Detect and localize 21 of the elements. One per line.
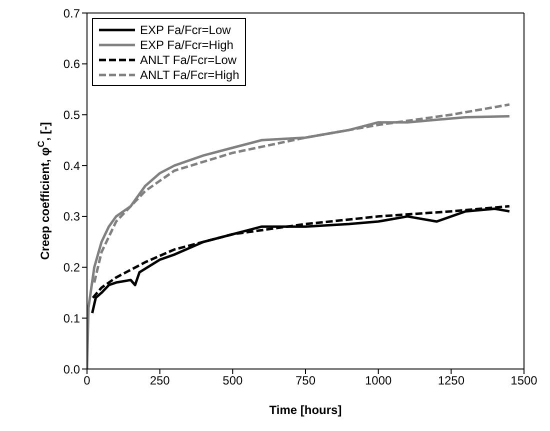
y-tick-label: 0.6 [63, 57, 80, 72]
legend-label: ANLT Fa/Fcr=Low [140, 52, 237, 66]
y-tick-label: 0.1 [63, 311, 80, 326]
x-tick-label: 1500 [510, 374, 538, 388]
y-tick-label: 0.3 [63, 210, 80, 224]
legend-label: ANLT Fa/Fcr=High [140, 68, 240, 82]
x-axis-title: Time [hours] [269, 403, 342, 417]
y-tick-label: 0.5 [63, 108, 80, 122]
legend-label: EXP Fa/Fcr=Low [140, 22, 231, 36]
y-tick-label: 0.2 [63, 260, 80, 275]
x-tick-label: 500 [222, 374, 243, 388]
y-tick-label: 0.0 [63, 362, 80, 376]
y-tick-label: 0.4 [63, 158, 80, 173]
y-tick-label: 0.7 [63, 6, 80, 20]
x-tick-label: 750 [295, 374, 316, 388]
x-tick-label: 1250 [438, 374, 465, 388]
x-tick-label: 250 [150, 374, 170, 388]
legend-label: EXP Fa/Fcr=High [140, 38, 234, 52]
x-tick-label: 1000 [364, 374, 392, 388]
line-series [90, 208, 511, 314]
x-tick-label: 0 [84, 374, 91, 388]
